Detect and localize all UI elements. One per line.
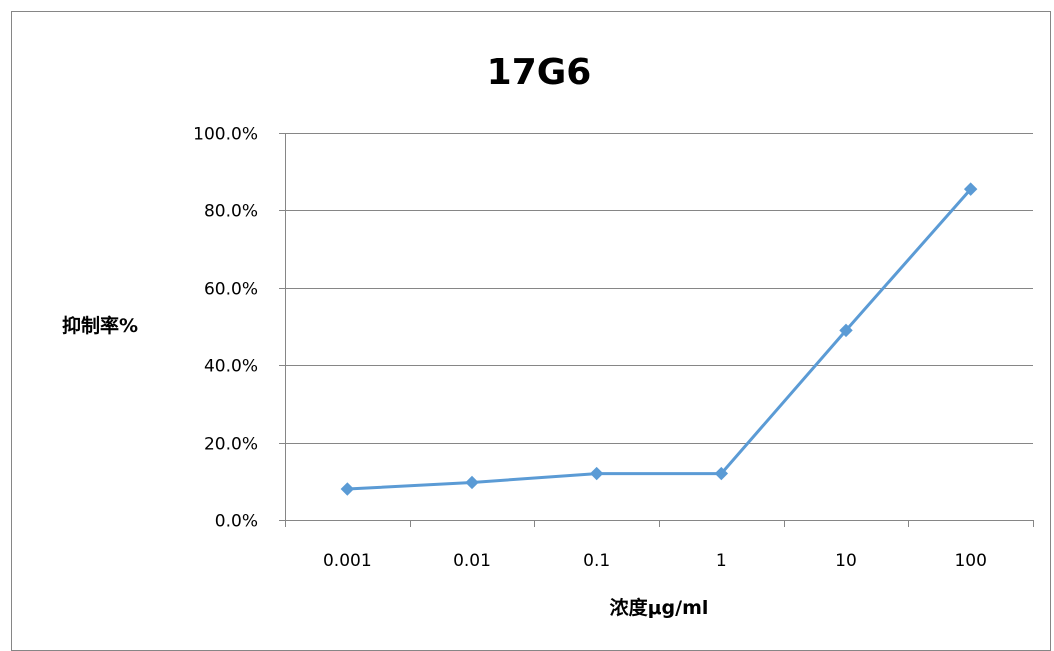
data-point xyxy=(714,466,729,481)
y-tick-label: 0.0% xyxy=(215,512,258,532)
x-tick-labels: 0.001 0.01 0.1 1 10 100 xyxy=(323,551,987,571)
y-tick-labels: 0.0% 20.0% 40.0% 60.0% 80.0% 100.0% xyxy=(193,125,258,532)
series-layer xyxy=(340,182,978,496)
x-tick-label: 1 xyxy=(716,551,727,571)
data-point xyxy=(589,466,604,481)
data-point xyxy=(839,323,853,338)
y-tick-label: 60.0% xyxy=(204,280,258,300)
x-tick-label: 100 xyxy=(954,551,986,571)
x-tick-label: 0.001 xyxy=(323,551,372,571)
chart-title: 17G6 xyxy=(487,52,592,93)
axes xyxy=(279,133,1034,527)
chart-area xyxy=(11,11,1051,651)
x-axis-title: 浓度μg/ml xyxy=(610,596,709,619)
y-tick-label: 80.0% xyxy=(204,202,258,222)
data-point xyxy=(340,482,355,496)
x-tick-label: 0.01 xyxy=(453,551,491,571)
series-line xyxy=(345,187,973,491)
x-tick-label: 10 xyxy=(835,551,857,571)
y-tick-label: 20.0% xyxy=(204,435,258,455)
data-point xyxy=(963,182,978,196)
y-tick-label: 100.0% xyxy=(193,125,258,145)
data-point xyxy=(465,475,479,490)
y-tick-label: 40.0% xyxy=(204,357,258,377)
gridlines xyxy=(285,133,1033,444)
x-tick-label: 0.1 xyxy=(583,551,610,571)
y-axis-title: 抑制率% xyxy=(62,314,138,337)
